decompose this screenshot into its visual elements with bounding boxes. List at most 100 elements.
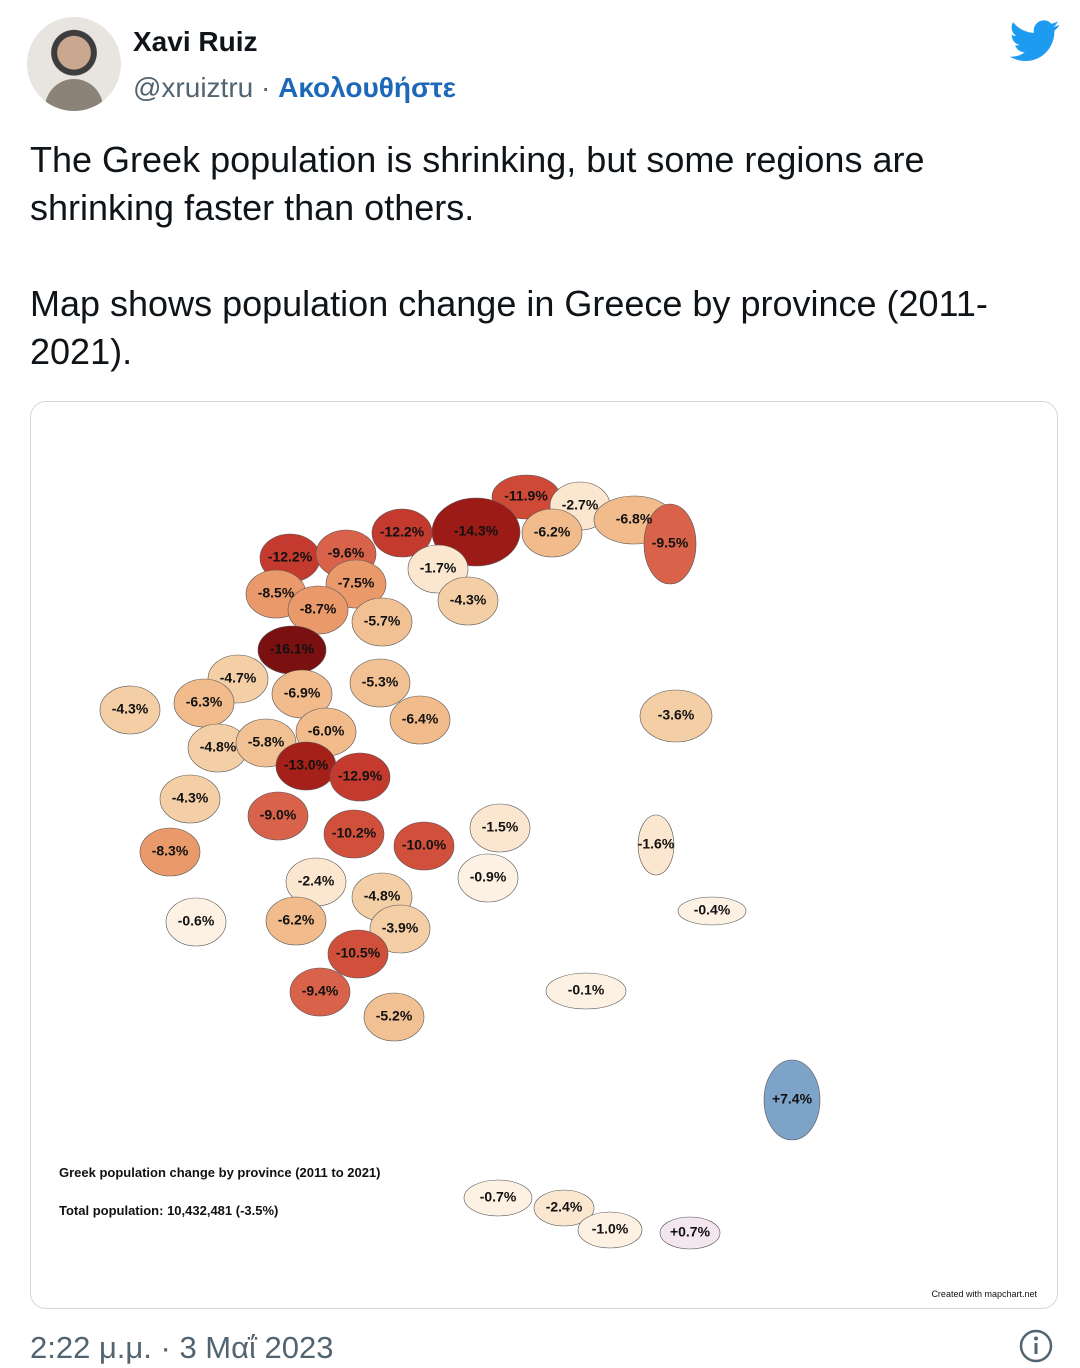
region-label: -16.1% <box>270 641 315 657</box>
region-label: -5.3% <box>362 674 399 690</box>
follow-link[interactable]: Ακολουθήστε <box>278 72 456 103</box>
region-label: -0.1% <box>568 982 605 998</box>
region-label: -3.9% <box>382 920 419 936</box>
region <box>639 689 713 743</box>
author-line: @xruiztru · Ακολουθήστε <box>133 72 456 104</box>
region-label: -6.9% <box>284 685 321 701</box>
region-label: -10.0% <box>402 837 447 853</box>
region <box>763 1059 821 1141</box>
tweet-paragraph: The Greek population is shrinking, but s… <box>30 139 925 228</box>
region-label: -2.7% <box>562 497 599 513</box>
region-label: -9.6% <box>328 545 365 561</box>
region <box>637 814 675 876</box>
region-label: -0.7% <box>480 1189 517 1205</box>
region-label: -6.0% <box>308 723 345 739</box>
separator: · <box>261 72 271 103</box>
region-label: -0.6% <box>178 913 215 929</box>
region-label: -6.4% <box>402 711 439 727</box>
info-icon[interactable] <box>1018 1328 1054 1364</box>
region <box>393 821 455 871</box>
region-label: -9.5% <box>652 535 689 551</box>
region-label: -1.5% <box>482 819 519 835</box>
region-label: -4.8% <box>200 739 237 755</box>
region-label: -3.6% <box>658 707 695 723</box>
region-label: -6.2% <box>278 912 315 928</box>
avatar[interactable] <box>27 17 121 111</box>
region-label: -8.7% <box>300 601 337 617</box>
region <box>545 972 627 1010</box>
region <box>329 752 391 802</box>
region <box>533 1189 595 1227</box>
region-label: -2.4% <box>546 1199 583 1215</box>
region <box>469 803 531 853</box>
region <box>99 685 161 735</box>
map-credit: Created with mapchart.net <box>931 1289 1037 1299</box>
region-label: -4.7% <box>220 670 257 686</box>
region <box>457 853 519 903</box>
twitter-logo[interactable] <box>1010 20 1060 62</box>
region-label: -6.3% <box>186 694 223 710</box>
region-label: -4.3% <box>112 701 149 717</box>
region <box>521 508 583 558</box>
region <box>677 896 747 926</box>
region <box>327 929 389 979</box>
region-label: -13.0% <box>284 757 329 773</box>
region-label: -2.4% <box>298 873 335 889</box>
map-title: Greek population change by province (201… <box>59 1165 381 1180</box>
region-label: -8.3% <box>152 843 189 859</box>
region-label: -10.5% <box>336 945 381 961</box>
region <box>577 1211 643 1249</box>
region-label: -0.4% <box>694 902 731 918</box>
region-label: -8.5% <box>258 585 295 601</box>
tweet-paragraph: Map shows population change in Greece by… <box>30 283 988 372</box>
region-label: -4.3% <box>450 592 487 608</box>
author-handle[interactable]: @xruiztru <box>133 72 254 103</box>
region <box>463 1179 533 1217</box>
region-label: +7.4% <box>772 1091 813 1107</box>
region-label: -1.7% <box>420 560 457 576</box>
region-label: -4.3% <box>172 790 209 806</box>
region <box>351 597 413 647</box>
region-label: -10.2% <box>332 825 377 841</box>
region <box>369 904 431 954</box>
region-label: -6.8% <box>616 511 653 527</box>
region <box>289 967 351 1017</box>
region <box>159 774 221 824</box>
region-label: -1.6% <box>638 836 675 852</box>
region <box>139 827 201 877</box>
region-label: -11.9% <box>504 488 548 504</box>
region-label: -7.5% <box>338 575 375 591</box>
timestamp[interactable]: 2:22 μ.μ. · 3 Μαΐ 2023 <box>30 1330 334 1365</box>
region <box>323 809 385 859</box>
region <box>247 791 309 841</box>
region <box>643 503 697 585</box>
region-label: -9.4% <box>302 983 339 999</box>
region-label: -0.9% <box>470 869 507 885</box>
region-label: -14.3% <box>454 523 499 539</box>
region <box>165 897 227 947</box>
region-label: -12.9% <box>338 768 383 784</box>
region <box>389 695 451 745</box>
region-label: -5.2% <box>376 1008 413 1024</box>
map: Greek population change by province (201… <box>59 474 1037 1299</box>
region-label: -12.2% <box>380 524 425 540</box>
tweet-text: The Greek population is shrinking, but s… <box>30 136 1040 424</box>
region-label: -12.2% <box>268 549 313 565</box>
region-label: -6.2% <box>534 524 571 540</box>
region <box>287 585 349 635</box>
region-label: -5.8% <box>248 734 285 750</box>
map-image[interactable]: Greek population change by province (201… <box>30 401 1058 1309</box>
region <box>363 992 425 1042</box>
map-total: Total population: 10,432,481 (-3.5%) <box>59 1203 278 1218</box>
author-name[interactable]: Xavi Ruiz <box>133 26 258 57</box>
region-label: +0.7% <box>670 1224 711 1240</box>
region-label: -1.0% <box>592 1221 629 1237</box>
region <box>265 896 327 946</box>
region <box>659 1216 721 1250</box>
region <box>349 658 411 708</box>
region-label: -4.8% <box>364 888 401 904</box>
region <box>437 576 499 626</box>
region-label: -9.0% <box>260 807 297 823</box>
region-label: -5.7% <box>364 613 401 629</box>
